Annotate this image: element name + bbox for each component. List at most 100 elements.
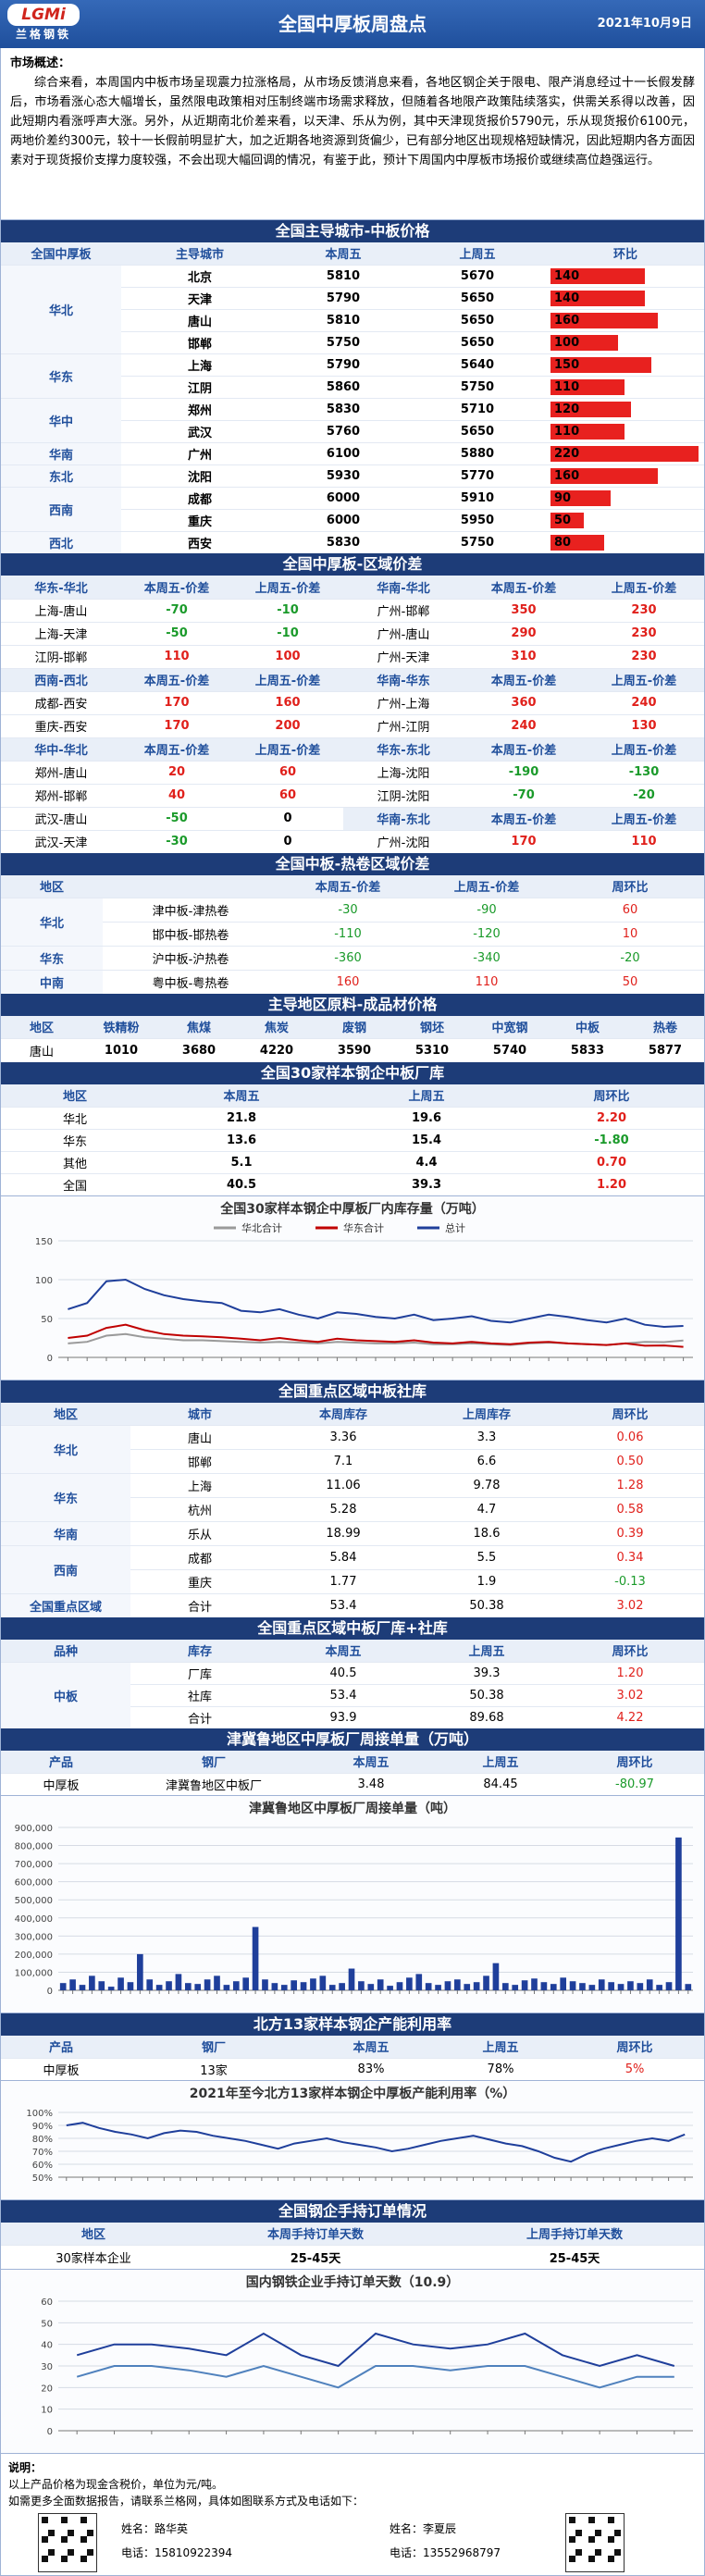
column-header: 热卷	[626, 1016, 704, 1039]
column-header: 产品	[1, 1751, 121, 1774]
column-header: 周环比	[556, 1640, 704, 1663]
region: 西北	[1, 531, 121, 553]
region: 华北	[1, 1425, 130, 1474]
y-tick-label: 50	[41, 2319, 53, 2329]
cell: 5830	[278, 531, 408, 553]
cell: 5910	[408, 487, 547, 510]
footer: 说明： 以上产品价格为现金含税价，单位为元/吨。 如需更多全面数据报告，请联系兰格网…	[0, 2454, 705, 2576]
data-table: 产品 钢厂 本周五 上周五 周环比 中厚板 13家 83% 78% 5%	[1, 2036, 704, 2080]
column-header: 上周五-价差	[232, 668, 343, 692]
qr-cell	[614, 2530, 621, 2536]
bar	[319, 1975, 327, 1990]
bar	[118, 1977, 124, 1990]
column-header: 华南-华北	[343, 576, 464, 600]
cell: 中厚板	[1, 2058, 121, 2080]
column-header: 上周五	[408, 242, 547, 266]
cell: 厂库	[130, 1662, 269, 1685]
section: 全国重点区域中板社库 地区 城市 本周库存 上周库存 周环比 华北 唐山 3.36 3.3 0.06…	[0, 1381, 705, 1617]
cell: 成都	[121, 487, 278, 510]
cell: -20	[556, 946, 704, 971]
cell: 杭州	[130, 1497, 269, 1522]
cell: 18.6	[417, 1521, 556, 1546]
cell: 郑州	[121, 398, 278, 421]
cell: -130	[584, 761, 704, 785]
cell: 3680	[160, 1038, 238, 1062]
cell: 江阴	[121, 376, 278, 399]
cell: 100	[554, 335, 580, 350]
row: 杭州 5.28 4.7 0.58	[1, 1497, 704, 1522]
cell: 5770	[408, 464, 547, 488]
data-table: 全国中厚板 主导城市 本周五 上周五 环比 华北 北京 5810 5670 140 天津 5790 56…	[1, 242, 704, 553]
overview: 市场概述： 综合来看，本周国内中板市场呈现震力拉涨格局，从市场反馈消息来看，各地区…	[0, 48, 705, 220]
cell: 郑州-唐山	[1, 761, 121, 785]
cell: 160	[278, 970, 417, 994]
data-table: 地区 铁精粉 焦煤 焦炭 废钢 钢坯 中宽钢 中板 热卷 唐山 1010 3680 4220 3590 53…	[1, 1016, 704, 1062]
cell: -30	[278, 898, 417, 923]
column-header: 上周库存	[417, 1403, 556, 1426]
y-tick-label: 90%	[32, 2122, 53, 2132]
cell: 5.5	[417, 1545, 556, 1570]
cell: 5790	[278, 287, 408, 310]
bar	[223, 1985, 230, 1990]
cell: 5.1	[149, 1151, 334, 1174]
row: 唐山 5810 5650 160	[1, 309, 704, 332]
cell: 邯郸	[121, 331, 278, 354]
row: 华中 郑州 5830 5710 120	[1, 398, 704, 443]
cell: 83%	[306, 2058, 436, 2080]
bar	[232, 1981, 240, 1990]
page-title: 全国中厚板周盘点	[278, 13, 427, 35]
cell: -340	[417, 946, 556, 971]
cell: 240	[464, 714, 584, 738]
y-tick-label: 400,000	[15, 1914, 53, 1925]
cell: 230	[584, 645, 704, 669]
phone: 15810922394	[155, 2546, 232, 2559]
bar	[492, 1963, 500, 1990]
phone-label: 电话：	[121, 2546, 155, 2559]
cell: 290	[464, 622, 584, 646]
cell: 5650	[408, 287, 547, 310]
overview-text: 综合来看，本周国内中板市场呈现震力拉涨格局，从市场反馈消息来看，各地区钢企关于限…	[10, 76, 695, 167]
cell: 120	[554, 402, 580, 416]
column-header: 废钢	[315, 1016, 393, 1039]
cell: 上海-唐山	[1, 599, 121, 623]
cell: 39.3	[417, 1662, 556, 1685]
row: 华北 21.8 19.6 2.20	[1, 1107, 704, 1130]
row: 华北 北京 5810 5670 140	[1, 265, 704, 354]
section-title: 主导地区原料-成品材价格	[1, 994, 704, 1016]
region: 华南	[1, 442, 121, 465]
bar	[560, 1977, 567, 1990]
cell: 上海	[130, 1473, 269, 1498]
bar	[675, 1837, 682, 1990]
column-header: 上周五	[334, 1084, 519, 1108]
bar-cell: 120	[547, 398, 704, 421]
qr-cell	[575, 2549, 582, 2556]
header-row: 品种 库存 本周五 上周五 周环比	[1, 1640, 704, 1663]
bar-cell: 140	[547, 265, 704, 288]
qr-cell	[48, 2549, 55, 2556]
bar	[194, 1984, 202, 1990]
cell: 江阴-沈阳	[343, 784, 464, 808]
cell: 广州-唐山	[343, 622, 464, 646]
column-header: 地区	[1, 1084, 149, 1108]
cell: 5750	[408, 531, 547, 553]
cell: 3.02	[556, 1593, 704, 1617]
row: 华南 乐从 18.99 18.6 0.39	[1, 1521, 704, 1546]
cell: 53.4	[269, 1684, 417, 1707]
column-header: 本周五-价差	[278, 875, 417, 898]
section: 全国钢企手持订单情况 地区 本周手持订单天数 上周手持订单天数 30家样本企业 25-45…	[0, 2200, 705, 2269]
column-header: 上周五-价差	[584, 576, 704, 600]
column-header: 上周手持订单天数	[445, 2223, 704, 2246]
row: 中板 厂库 40.5 39.3 1.20	[1, 1662, 704, 1728]
section-title: 全国30家样本钢企中板厂库	[1, 1062, 704, 1084]
column-header: 本周五-价差	[121, 737, 232, 762]
cell: 90	[554, 490, 572, 505]
column-header: 地区	[1, 875, 103, 898]
row: 华东-华北 本周五-价差 上周五-价差 华南-华北 本周五-价差 上周五-价差	[1, 576, 704, 600]
header-row: 地区 本周五 上周五 周环比	[1, 1084, 704, 1108]
bar-cell: 110	[547, 420, 704, 443]
cell: 1.20	[556, 1662, 704, 1685]
cell: 110	[554, 379, 580, 394]
bar	[512, 1985, 519, 1990]
row: 邯郸 7.1 6.6 0.50	[1, 1449, 704, 1474]
section-title: 全国重点区域中板厂库+社库	[1, 1617, 704, 1640]
